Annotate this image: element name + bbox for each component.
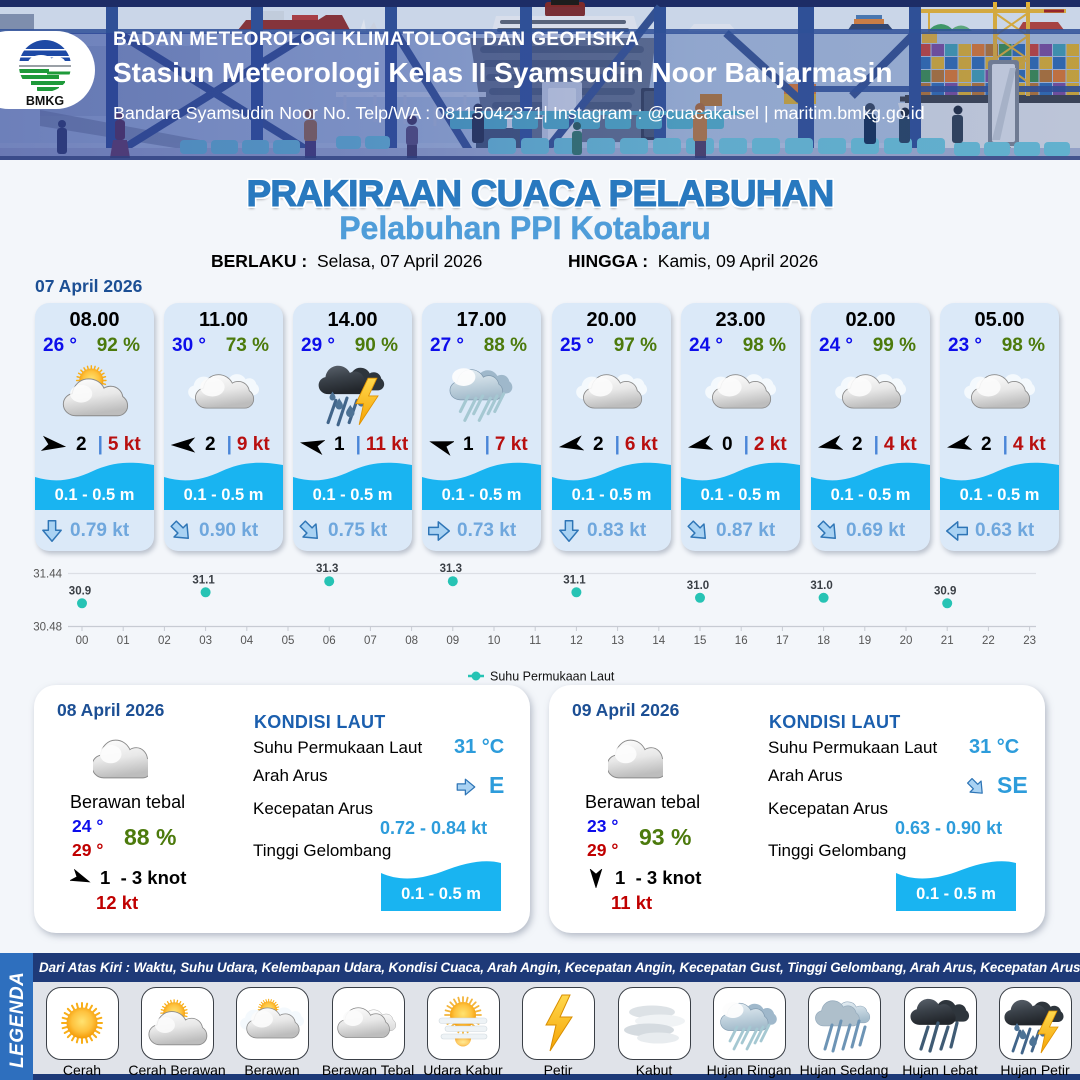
svg-text:02: 02	[158, 635, 171, 647]
svg-text:12: 12	[570, 635, 583, 647]
svg-text:31.3: 31.3	[440, 563, 462, 575]
svg-text:05: 05	[282, 635, 295, 647]
svg-text:31.0: 31.0	[687, 580, 709, 592]
svg-text:01: 01	[117, 635, 130, 647]
svg-text:07: 07	[364, 635, 377, 647]
svg-text:08: 08	[405, 635, 418, 647]
svg-text:09: 09	[446, 635, 459, 647]
svg-text:Suhu Permukaan Laut: Suhu Permukaan Laut	[490, 670, 615, 684]
svg-text:31.1: 31.1	[563, 574, 586, 586]
svg-text:20: 20	[900, 635, 913, 647]
svg-text:11: 11	[529, 635, 541, 647]
svg-text:04: 04	[240, 635, 253, 647]
svg-text:BMKG: BMKG	[26, 94, 64, 108]
svg-text:10: 10	[488, 635, 501, 647]
svg-text:31.3: 31.3	[316, 563, 338, 575]
svg-text:21: 21	[941, 635, 954, 647]
svg-text:17: 17	[776, 635, 789, 647]
svg-text:31.1: 31.1	[192, 574, 215, 586]
svg-text:23: 23	[1023, 635, 1036, 647]
svg-text:03: 03	[199, 635, 212, 647]
svg-text:30.9: 30.9	[934, 585, 956, 597]
svg-text:15: 15	[694, 635, 707, 647]
svg-text:18: 18	[817, 635, 830, 647]
svg-text:00: 00	[76, 635, 89, 647]
svg-text:31.0: 31.0	[810, 580, 832, 592]
svg-text:19: 19	[858, 635, 871, 647]
svg-text:13: 13	[611, 635, 624, 647]
svg-text:22: 22	[982, 635, 995, 647]
svg-text:31.44: 31.44	[33, 569, 62, 581]
svg-text:16: 16	[735, 635, 748, 647]
svg-text:30.9: 30.9	[69, 585, 91, 597]
svg-text:06: 06	[323, 635, 336, 647]
svg-text:30.48: 30.48	[33, 622, 62, 634]
svg-text:14: 14	[652, 635, 665, 647]
